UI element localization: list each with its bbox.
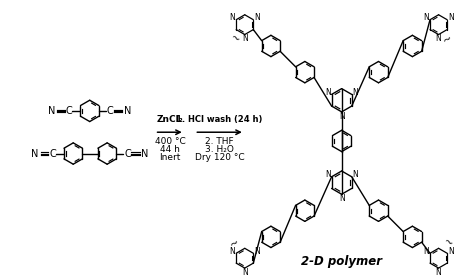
- Text: C: C: [124, 148, 131, 158]
- Text: N: N: [436, 268, 441, 277]
- Text: N: N: [423, 247, 429, 255]
- Text: N: N: [325, 88, 331, 97]
- Text: 44 h: 44 h: [160, 145, 180, 154]
- Text: N: N: [242, 34, 247, 43]
- Text: ~: ~: [442, 33, 455, 46]
- Text: N: N: [448, 13, 454, 22]
- Text: N: N: [229, 247, 235, 255]
- Text: C: C: [107, 106, 113, 116]
- Text: N: N: [48, 106, 55, 116]
- Text: ~: ~: [228, 237, 242, 250]
- Text: N: N: [31, 148, 39, 158]
- Text: 400 °C: 400 °C: [155, 137, 185, 146]
- Text: ZnCl₂: ZnCl₂: [157, 115, 183, 125]
- Text: C: C: [49, 148, 56, 158]
- Text: N: N: [124, 106, 131, 116]
- Text: N: N: [242, 268, 247, 277]
- Text: N: N: [436, 34, 441, 43]
- Text: 2. THF: 2. THF: [205, 137, 234, 146]
- Text: N: N: [339, 112, 345, 121]
- Text: N: N: [353, 88, 358, 97]
- Text: N: N: [254, 13, 260, 22]
- Text: N: N: [448, 247, 454, 255]
- Text: Inert: Inert: [159, 153, 181, 162]
- Text: N: N: [423, 13, 429, 22]
- Text: N: N: [141, 148, 148, 158]
- Text: 3. H₂O: 3. H₂O: [205, 145, 234, 154]
- Text: N: N: [325, 170, 331, 179]
- Text: N: N: [353, 170, 358, 179]
- Text: 1. HCl wash (24 h): 1. HCl wash (24 h): [176, 115, 263, 125]
- Text: N: N: [254, 247, 260, 255]
- Text: ~: ~: [442, 237, 455, 250]
- Text: N: N: [339, 194, 345, 203]
- Text: 2-D polymer: 2-D polymer: [301, 255, 382, 268]
- Text: ~: ~: [228, 33, 242, 46]
- Text: N: N: [229, 13, 235, 22]
- Text: C: C: [66, 106, 73, 116]
- Text: Dry 120 °C: Dry 120 °C: [195, 153, 245, 162]
